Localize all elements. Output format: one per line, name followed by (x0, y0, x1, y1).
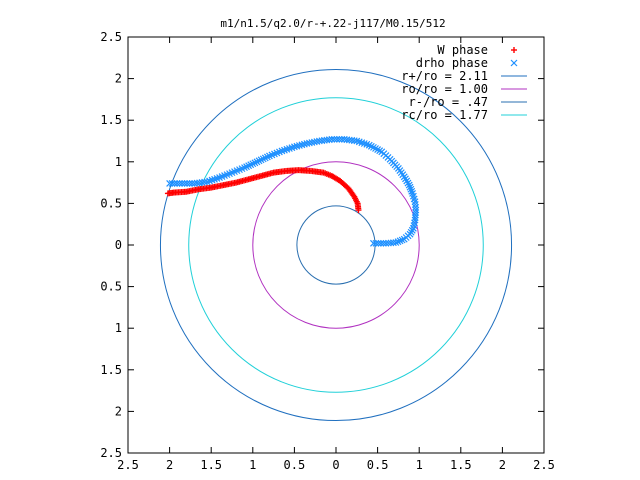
drho-phase-marker (372, 239, 380, 247)
legend-label: W phase (437, 43, 488, 57)
x-tick-label: 2.5 (533, 458, 555, 472)
drho-phase-marker (412, 206, 420, 214)
drho-phase-marker (396, 237, 404, 245)
drho-phase-marker (408, 187, 416, 195)
x-tick-label: 1 (249, 458, 256, 472)
chart-title: m1/n1.5/q2.0/r-+.22-j117/M0.15/512 (220, 17, 445, 30)
drho-phase-marker (412, 209, 420, 216)
drho-phase-marker (191, 180, 198, 187)
drho-phase-marker (243, 163, 250, 171)
circle-series (188, 97, 484, 393)
points-layer (164, 135, 420, 247)
y-tick-label: 2 (115, 404, 122, 418)
drho-phase-marker (406, 183, 414, 191)
y-tick-label: 0.5 (100, 280, 122, 294)
drho-phase-marker (305, 139, 313, 147)
legend-label: r+/ro = 2.11 (401, 69, 488, 83)
x-tick-label: 0 (332, 458, 339, 472)
drho-phase-marker (392, 239, 400, 246)
y-tick-label: 1 (115, 155, 122, 169)
drho-phase-marker (409, 189, 416, 197)
drho-phase-marker (375, 239, 382, 247)
drho-phase-marker (247, 161, 255, 169)
drho-phase-marker (335, 135, 343, 143)
drho-phase-marker (176, 180, 184, 187)
drho-phase-marker (251, 159, 259, 167)
drho-phase-marker (263, 153, 271, 161)
drho-phase-marker (255, 157, 263, 165)
legend-label: r-/ro = .47 (409, 95, 488, 109)
drho-phase-marker (183, 180, 191, 187)
drho-phase-marker (411, 201, 419, 208)
legend-label: rc/ro = 1.77 (401, 108, 488, 122)
y-tick-label: 2.5 (100, 446, 122, 460)
drho-phase-marker (266, 152, 273, 160)
drho-phase-marker (253, 158, 261, 166)
drho-phase-marker (249, 160, 257, 168)
drho-phase-marker (166, 180, 174, 187)
x-tick-label: 2 (166, 458, 173, 472)
drho-phase-marker (259, 155, 267, 163)
drho-phase-marker (181, 180, 189, 187)
x-tick-label: 1.5 (450, 458, 472, 472)
legend-x-marker (510, 59, 518, 67)
y-tick-label: 2.5 (100, 30, 122, 44)
drho-phase-marker (188, 180, 196, 187)
drho-phase-marker (370, 239, 377, 247)
x-tick-label: 2 (499, 458, 506, 472)
drho-phase-marker (171, 180, 179, 187)
drho-phase-marker (340, 135, 348, 143)
drho-phase-marker (333, 135, 341, 143)
legend-label: drho phase (416, 56, 488, 70)
drho-phase-marker (407, 185, 415, 193)
drho-phase-marker (394, 238, 402, 246)
drho-phase-marker (261, 154, 269, 162)
drho-phase-marker (173, 180, 181, 187)
legend-label: ro/ro = 1.00 (401, 82, 488, 96)
circle-layer (159, 68, 513, 422)
drho-phase-marker (245, 162, 253, 170)
drho-phase-marker (168, 180, 176, 187)
drho-phase-marker (178, 180, 186, 187)
drho-phase-marker (412, 203, 420, 211)
drho-phase-marker (398, 236, 406, 244)
x-tick-label: 1.5 (200, 458, 222, 472)
circle-series (252, 161, 420, 329)
y-tick-label: 0 (115, 238, 122, 252)
y-tick-label: 2 (115, 72, 122, 86)
x-tick-label: 0.5 (367, 458, 389, 472)
legend-plus-marker (511, 47, 517, 53)
drho-phase-marker (338, 135, 346, 143)
x-tick-label: 1 (416, 458, 423, 472)
drho-phase-marker (186, 180, 193, 187)
x-tick-label: 0.5 (284, 458, 306, 472)
drho-phase-marker (377, 239, 385, 247)
circle-series (296, 205, 376, 285)
y-tick-label: 1.5 (100, 363, 122, 377)
y-tick-label: 0.5 (100, 196, 122, 210)
w-phase-marker (164, 190, 171, 197)
y-tick-label: 1.5 (100, 113, 122, 127)
drho-phase-marker (257, 156, 265, 164)
x-tick-label: 2.5 (117, 458, 139, 472)
circle-series (159, 68, 513, 422)
axis-ticks: 2.5 2 1.5 1 0.5 0 0.5 1 1.5 2 2.52.521.510.500.511… (100, 30, 555, 472)
y-tick-label: 1 (115, 321, 122, 335)
